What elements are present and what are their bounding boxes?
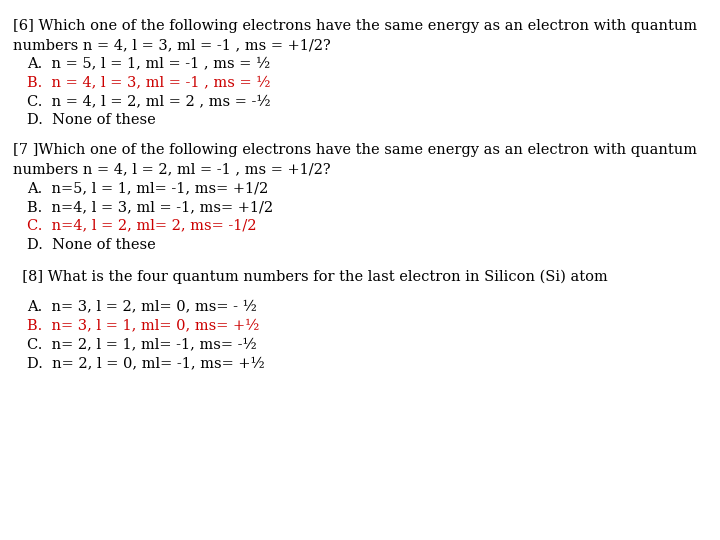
Text: B.  n= 3, l = 1, ml= 0, ms= +½: B. n= 3, l = 1, ml= 0, ms= +½ [27,319,260,333]
Text: D.  None of these: D. None of these [27,238,156,252]
Text: C.  n = 4, l = 2, ml = 2 , ms = -½: C. n = 4, l = 2, ml = 2 , ms = -½ [27,94,271,109]
Text: B.  n = 4, l = 3, ml = -1 , ms = ½: B. n = 4, l = 3, ml = -1 , ms = ½ [27,76,271,90]
Text: [6] Which one of the following electrons have the same energy as an electron wit: [6] Which one of the following electrons… [13,19,697,33]
Text: [8] What is the four quantum numbers for the last electron in Silicon (Si) atom: [8] What is the four quantum numbers for… [13,270,608,285]
Text: D.  None of these: D. None of these [27,113,156,127]
Text: numbers n = 4, l = 3, ml = -1 , ms = +1/2?: numbers n = 4, l = 3, ml = -1 , ms = +1/… [13,38,330,52]
Text: C.  n=4, l = 2, ml= 2, ms= -1/2: C. n=4, l = 2, ml= 2, ms= -1/2 [27,219,257,233]
Text: B.  n=4, l = 3, ml = -1, ms= +1/2: B. n=4, l = 3, ml = -1, ms= +1/2 [27,200,274,214]
Text: D.  n= 2, l = 0, ml= -1, ms= +½: D. n= 2, l = 0, ml= -1, ms= +½ [27,356,265,370]
Text: C.  n= 2, l = 1, ml= -1, ms= -½: C. n= 2, l = 1, ml= -1, ms= -½ [27,338,257,352]
Text: A.  n=5, l = 1, ml= -1, ms= +1/2: A. n=5, l = 1, ml= -1, ms= +1/2 [27,181,269,195]
Text: numbers n = 4, l = 2, ml = -1 , ms = +1/2?: numbers n = 4, l = 2, ml = -1 , ms = +1/… [13,162,330,176]
Text: A.  n= 3, l = 2, ml= 0, ms= - ½: A. n= 3, l = 2, ml= 0, ms= - ½ [27,300,257,314]
Text: [7 ]Which one of the following electrons have the same energy as an electron wit: [7 ]Which one of the following electrons… [13,143,697,157]
Text: A.  n = 5, l = 1, ml = -1 , ms = ½: A. n = 5, l = 1, ml = -1 , ms = ½ [27,57,271,71]
